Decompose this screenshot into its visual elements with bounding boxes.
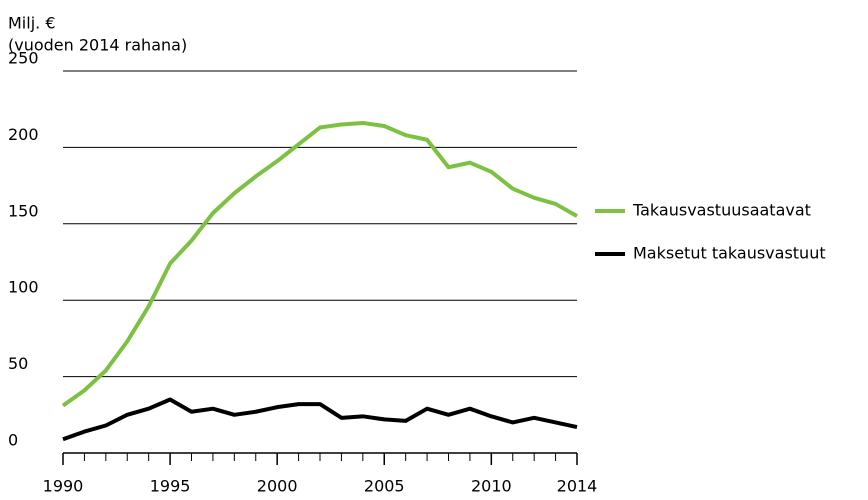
y-tick-label: 200 <box>8 125 39 144</box>
y-axis-label: Milj. € <box>8 14 56 33</box>
y-tick-label: 100 <box>8 278 39 297</box>
y-tick-label: 150 <box>8 201 39 220</box>
x-tick-label: 2014 <box>557 477 598 496</box>
data-line <box>62 397 578 442</box>
legend-label: Maksetut takausvastuut <box>633 244 826 263</box>
y-tick-label: 50 <box>8 354 28 373</box>
x-tick-label: 2005 <box>364 477 405 496</box>
x-tick-label: 1990 <box>43 477 84 496</box>
legend-label: Takausvastuusaatavat <box>632 201 811 220</box>
y-axis-sublabel: (vuoden 2014 rahana) <box>8 36 187 55</box>
x-tick-label: 1995 <box>150 477 191 496</box>
x-tick-label: 2000 <box>257 477 298 496</box>
x-tick-label: 2010 <box>471 477 512 496</box>
data-line <box>61 120 578 408</box>
y-tick-label: 0 <box>8 431 18 450</box>
y-tick-label: 250 <box>8 49 39 68</box>
